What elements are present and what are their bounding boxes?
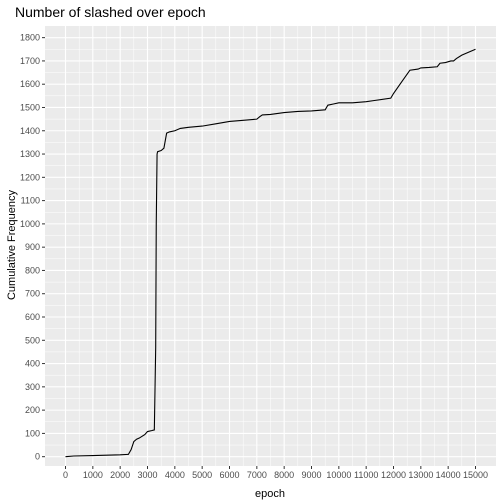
x-axis: 0 1000 2000 3000 4000 5000 6000 7000 8000 9000 100… <box>63 466 488 480</box>
x-tick-label: 7000 <box>247 470 267 480</box>
y-tick-label: 700 <box>25 289 40 299</box>
x-axis-title: epoch <box>255 488 285 500</box>
x-tick-label: 3000 <box>137 470 157 480</box>
y-axis: 0 100 200 300 400 500 600 700 800 900 1000 1100 1200… <box>20 33 45 462</box>
x-tick-label: 5000 <box>192 470 212 480</box>
y-tick-label: 300 <box>25 382 40 392</box>
y-tick-label: 1400 <box>20 126 40 136</box>
y-tick-label: 0 <box>35 452 40 462</box>
y-tick-label: 1000 <box>20 219 40 229</box>
x-tick-label: 14000 <box>436 470 461 480</box>
x-tick-label: 11000 <box>354 470 378 480</box>
y-tick-label: 1800 <box>20 33 40 43</box>
y-tick-label: 400 <box>25 359 40 369</box>
y-tick-label: 1500 <box>20 102 40 112</box>
y-tick-label: 200 <box>25 405 40 415</box>
x-tick-label: 2000 <box>110 470 130 480</box>
y-tick-label: 1600 <box>20 79 40 89</box>
y-tick-label: 900 <box>25 242 40 252</box>
chart-title: Number of slashed over epoch <box>15 4 206 20</box>
y-tick-label: 1100 <box>21 196 40 206</box>
y-tick-label: 100 <box>25 428 40 438</box>
y-tick-label: 600 <box>25 312 40 322</box>
x-tick-label: 10000 <box>326 470 351 480</box>
x-tick-label: 4000 <box>165 470 185 480</box>
x-tick-label: 1000 <box>83 470 103 480</box>
series-line <box>65 48 476 458</box>
x-tick-label: 6000 <box>219 470 239 480</box>
y-tick-label: 1300 <box>20 149 40 159</box>
x-tick-label: 9000 <box>301 470 321 480</box>
grid-major <box>45 26 496 466</box>
y-axis-title: Cumulative Frequency <box>6 189 18 300</box>
y-tick-label: 500 <box>25 335 40 345</box>
x-tick-label: 0 <box>63 470 68 480</box>
y-tick-label: 1700 <box>20 56 40 66</box>
x-tick-label: 13000 <box>408 470 433 480</box>
y-tick-label: 800 <box>25 265 40 275</box>
x-tick-label: 15000 <box>463 470 488 480</box>
y-tick-label: 1200 <box>20 172 40 182</box>
x-tick-label: 12000 <box>381 470 406 480</box>
x-tick-label: 8000 <box>274 470 294 480</box>
